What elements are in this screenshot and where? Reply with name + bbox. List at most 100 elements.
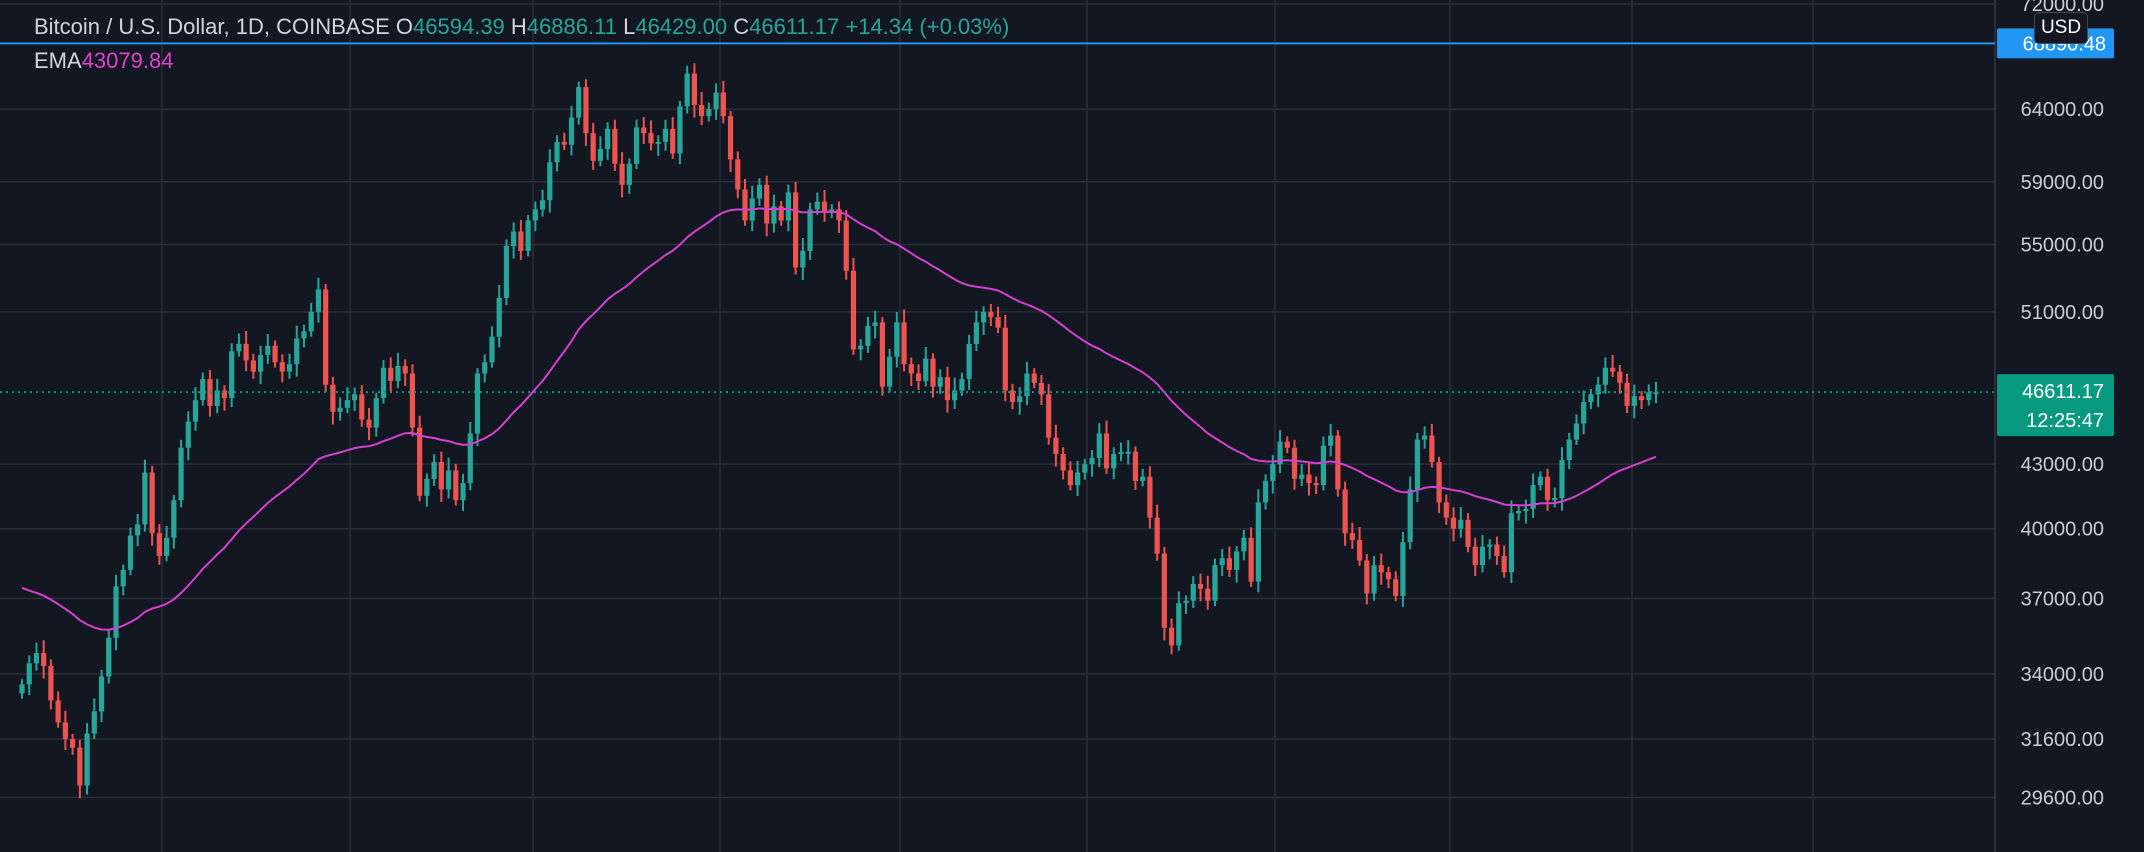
candle-body [431,462,437,479]
candle-body [1320,445,1327,486]
candle-body [1552,498,1558,501]
candle-body [1291,447,1298,479]
candle-body [1205,588,1211,601]
candle-body [84,733,90,786]
candle-body [641,127,647,134]
y-tick-label: 64000.00 [2021,99,2104,121]
candle-body [113,586,119,638]
candle-body [764,184,770,224]
candle-body [351,394,358,401]
candle-body [1414,439,1421,490]
currency-button[interactable]: USD [2034,12,2088,44]
symbol-title[interactable]: Bitcoin / U.S. Dollar, 1D, COINBASE [34,14,390,39]
candle-body [1017,396,1023,403]
candle-body [308,311,314,332]
ema-value: 43079.84 [81,48,174,73]
candle-body [402,365,408,374]
candle-body [178,447,184,501]
candle-body [850,270,857,350]
candle-body [894,322,900,357]
candle-body [915,373,922,381]
candle-body [1306,474,1312,484]
candle-body [438,462,444,490]
y-tick-label: 40000.00 [2021,519,2104,541]
y-tick-label: 51000.00 [2021,302,2104,324]
candle-body [1255,502,1261,582]
candle-body [756,184,763,199]
candle-body [1125,451,1131,454]
y-tick-label: 43000.00 [2021,454,2104,476]
candle-body [1074,472,1081,486]
candle-body [135,524,141,536]
candle-body [1226,558,1233,570]
candle-body [1277,441,1283,465]
candle-body [257,354,264,372]
candle-body [1140,476,1146,481]
y-tick-label: 37000.00 [2021,588,2104,610]
candle-body [1132,451,1139,481]
candle-body [1393,579,1399,596]
candle-body [1313,483,1319,486]
y-tick-label: 31600.00 [2021,729,2104,751]
candle-body [1270,464,1276,481]
candle-body [583,87,589,134]
candle-body [1046,394,1052,438]
candle-body [1631,396,1637,406]
candle-body [221,390,228,399]
candle-body [872,322,878,326]
candle-body [713,92,719,110]
candle-body [1364,560,1370,594]
candle-body [91,711,97,734]
ema-label: EMA [34,48,82,73]
candle-body [1262,480,1269,503]
candle-body [597,149,604,161]
close-value: 46611.17 [749,14,840,39]
candle-body [1422,435,1428,440]
candle-body [1349,533,1355,540]
high-label: H [510,14,527,39]
candle-body [489,336,495,363]
change-value: +14.34 (+0.03%) [845,14,1010,39]
candle-body [77,747,83,786]
candle-body [127,535,134,570]
last-price-tag [1997,374,2114,437]
candle-body [417,427,423,496]
candle-body [1299,474,1305,479]
candle-body [590,133,596,161]
candle-body [807,209,813,251]
candle-body [1595,384,1601,395]
candle-body [243,343,249,361]
candle-body [539,200,546,210]
low-value: 46429.00 [635,14,728,39]
candle-body [944,377,951,401]
candle-body [1537,476,1543,486]
candle-body [1219,558,1225,566]
candle-body [814,201,820,210]
candle-body [149,472,155,534]
candle-body [1573,423,1580,440]
candle-body [1617,371,1623,383]
candle-body [26,663,32,685]
candle-body [185,421,191,448]
ema-row[interactable]: EMA43079.84 [34,46,1009,80]
close-label: C [733,14,750,39]
candle-body [612,128,618,164]
candle-body [1450,517,1457,529]
candle-body [576,87,582,118]
countdown-text: 12:25:47 [2026,410,2104,432]
candle-body [727,116,734,160]
candle-body [453,470,459,501]
open-value: 46594.39 [413,14,505,39]
candle-body [778,206,784,221]
candle-body [1118,451,1124,454]
candle-body [1248,537,1254,582]
open-label: O [395,14,414,39]
candle-body [1212,565,1218,601]
candle-body [619,163,625,185]
candle-body [200,379,206,401]
candle-body [315,289,322,312]
candle-body [605,128,611,150]
candle-body [1176,603,1182,646]
